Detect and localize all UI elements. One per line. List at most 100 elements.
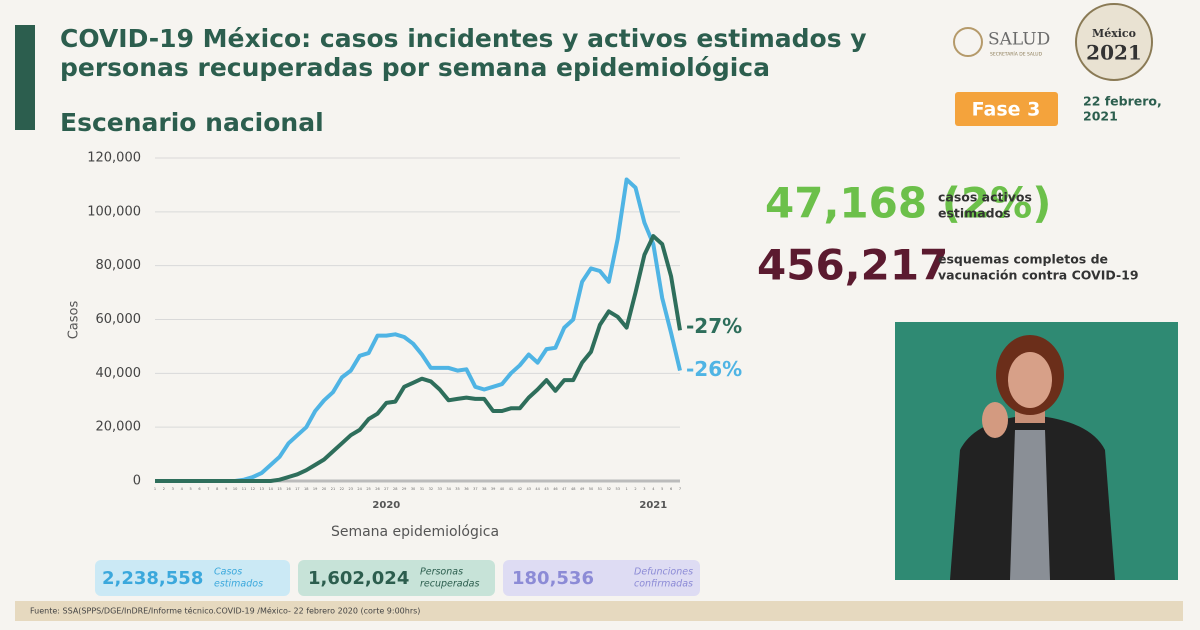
x-tick-label: 11 <box>242 487 246 491</box>
total-label: Personas <box>420 567 463 578</box>
phase: Fase 3 <box>972 99 1041 121</box>
x-tick-label: 16 <box>286 487 290 491</box>
x-tick-label: 52 <box>607 487 611 491</box>
y-tick-label: 100,000 <box>87 204 141 219</box>
x-tick-label: 23 <box>349 487 353 491</box>
total-value: 180,536 <box>512 568 594 589</box>
total-label: estimados <box>214 579 263 590</box>
x-tick-label: 25 <box>366 487 370 491</box>
year-emblem <box>1075 3 1153 81</box>
x-tick-label: 49 <box>580 487 584 491</box>
x-tick-label: 51 <box>598 487 602 491</box>
stat-value: 47,168 (2%) <box>765 179 1051 228</box>
x-tick-label: 27 <box>384 487 388 491</box>
x-tick-label: 17 <box>295 487 299 491</box>
stat-label: casos activos <box>938 190 1032 205</box>
x-tick-label: 5 <box>661 487 663 491</box>
stat-label: estimados <box>938 206 1011 221</box>
stat-value: 456,217 <box>757 241 948 290</box>
x-tick-label: 5 <box>189 487 191 491</box>
total-label: recuperadas <box>420 579 479 590</box>
x-tick-label: 36 <box>464 487 468 491</box>
emblem-text: México <box>1092 27 1136 40</box>
title: COVID-19 México: casos incidentes y acti… <box>60 24 867 53</box>
x-tick-label: 35 <box>455 487 459 491</box>
logo-emblem <box>953 27 983 57</box>
x-tick-label: 53 <box>615 487 619 491</box>
x-tick-label: 37 <box>473 487 477 491</box>
x-tick-label: 21 <box>331 487 335 491</box>
x-tick-label: 7 <box>679 487 681 491</box>
x-tick-label: 40 <box>500 487 504 491</box>
total-box <box>298 560 495 596</box>
total-value: 2,238,558 <box>102 568 203 589</box>
x-tick-label: 41 <box>509 487 513 491</box>
x-tick-label: 46 <box>553 487 557 491</box>
title: personas recuperadas por semana epidemio… <box>60 53 770 82</box>
y-axis-label: Casos <box>67 301 82 340</box>
x-tick-label: 20 <box>322 487 326 491</box>
x-tick-label: 12 <box>251 487 255 491</box>
footer-bar <box>15 601 1183 621</box>
x-tick-label: 13 <box>260 487 264 491</box>
series-line <box>155 234 682 483</box>
x-tick-label: 29 <box>402 487 406 491</box>
x-tick-label: 4 <box>181 487 184 491</box>
phase-box <box>955 92 1058 126</box>
x-tick-label: 50 <box>589 487 593 491</box>
x-tick-label: 26 <box>375 487 379 491</box>
x-tick-label: 22 <box>340 487 344 491</box>
y-tick-label: 40,000 <box>96 366 142 381</box>
x-tick-label: 39 <box>491 487 495 491</box>
x-tick-label: 7 <box>207 487 209 491</box>
x-tick-label: 2 <box>634 487 636 491</box>
y-tick-label: 0 <box>133 474 141 489</box>
accent-bar <box>15 25 35 130</box>
x-group-label: 2020 <box>372 500 400 511</box>
x-tick-label: 33 <box>438 487 442 491</box>
x-tick-label: 47 <box>562 487 566 491</box>
x-tick-label: 14 <box>268 487 273 491</box>
person-shirt <box>1010 430 1050 580</box>
x-tick-label: 6 <box>670 487 672 491</box>
total-label: Casos <box>214 567 242 578</box>
x-tick-label: 6 <box>198 487 200 491</box>
x-tick-label: 10 <box>233 487 237 491</box>
x-tick-label: 2 <box>163 487 165 491</box>
person-hand <box>982 402 1008 438</box>
footer: Fuente: SSA(SPPS/DGE/InDRE/Informe técni… <box>30 606 420 616</box>
logo-subtext: SECRETARÍA DE SALUD <box>990 51 1043 58</box>
x-tick-label: 15 <box>277 487 281 491</box>
emblem-text: 2021 <box>1086 41 1142 65</box>
x-tick-label: 3 <box>643 487 645 491</box>
subtitle: Escenario nacional <box>60 108 324 137</box>
x-tick-label: 9 <box>225 487 227 491</box>
end-label: -26% <box>686 357 742 381</box>
x-tick-label: 44 <box>535 487 540 491</box>
x-tick-label: 32 <box>429 487 433 491</box>
x-tick-label: 30 <box>411 487 415 491</box>
x-tick-label: 24 <box>357 487 362 491</box>
x-tick-label: 1 <box>154 487 156 491</box>
y-tick-label: 60,000 <box>96 312 142 327</box>
x-tick-label: 1 <box>625 487 627 491</box>
x-tick-label: 4 <box>652 487 655 491</box>
x-tick-label: 38 <box>482 487 486 491</box>
y-tick-label: 20,000 <box>96 420 142 435</box>
x-tick-label: 31 <box>420 487 424 491</box>
total-box <box>503 560 700 596</box>
y-tick-label: 80,000 <box>96 258 142 273</box>
x-tick-label: 45 <box>544 487 548 491</box>
x-tick-label: 8 <box>216 487 218 491</box>
x-tick-label: 3 <box>172 487 174 491</box>
logo-text: SALUD <box>988 30 1050 50</box>
x-tick-label: 18 <box>304 487 308 491</box>
total-label: confirmadas <box>634 579 693 590</box>
date: 2021 <box>1083 109 1118 124</box>
x-axis-label: Semana epidemiológica <box>331 524 499 540</box>
x-group-label: 2021 <box>639 500 667 511</box>
total-box <box>95 560 290 596</box>
x-tick-label: 34 <box>446 487 451 491</box>
date: 22 febrero, <box>1083 94 1162 109</box>
